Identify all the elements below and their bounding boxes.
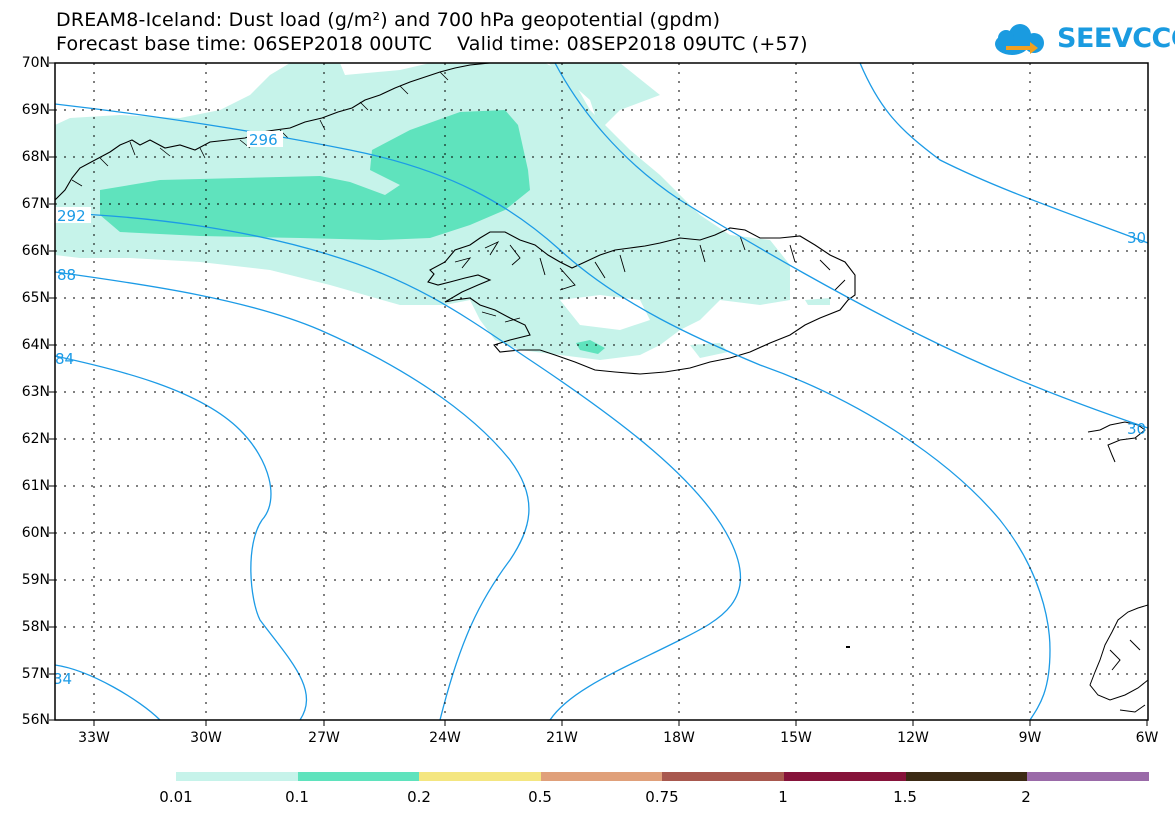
contour-300b [554, 63, 1148, 429]
contour-label-34: 34 [53, 670, 72, 688]
contour-284 [55, 355, 308, 720]
lat-label: 56N [21, 712, 50, 728]
contour-288 [55, 271, 530, 720]
colorbar-segment [905, 772, 1028, 781]
map-title-line2: Forecast base time: 06SEP2018 00UTC Vali… [56, 33, 808, 55]
map-title-line1: DREAM8-Iceland: Dust load (g/m²) and 700… [56, 9, 721, 31]
lat-label: 58N [21, 619, 50, 635]
lat-label: 62N [21, 431, 50, 447]
contour-292 [55, 212, 742, 720]
colorbar-label: 0.1 [285, 788, 309, 806]
dust-free-area [560, 295, 650, 330]
scotland-coastline [1089, 604, 1148, 713]
colorbar-segment [1027, 772, 1150, 781]
lat-label: 64N [21, 337, 50, 353]
lat-label: 66N [21, 243, 50, 259]
seevccc-logo [995, 24, 1044, 55]
small-island [846, 646, 850, 648]
colorbar-segment [784, 772, 907, 781]
lon-label: 30W [190, 730, 222, 746]
contour-300 [859, 63, 1148, 244]
lat-label: 59N [21, 572, 50, 588]
lat-label: 70N [21, 55, 50, 71]
lon-label: 12W [897, 730, 929, 746]
contour-label-84: 84 [55, 350, 74, 368]
colorbar-label: 1.5 [893, 788, 917, 806]
contour-label-30b: 30 [1127, 420, 1146, 438]
dust-area-low-east [548, 63, 660, 130]
colorbar-label: 0.75 [645, 788, 679, 806]
dust-area-mid-small [576, 340, 605, 354]
colorbar-segment [419, 772, 542, 781]
lon-label: 24W [429, 730, 461, 746]
contour-label-88: 88 [57, 266, 76, 284]
lat-label: 67N [21, 196, 50, 212]
lon-label: 18W [663, 730, 695, 746]
colorbar-label: 0.2 [407, 788, 431, 806]
lon-label: 6W [1135, 730, 1159, 746]
cloud-arrow-icon [995, 24, 1044, 55]
grid-lines [55, 63, 1148, 720]
lon-label: 33W [78, 730, 110, 746]
lon-label: 9W [1018, 730, 1042, 746]
faroe-coastline [1087, 421, 1146, 463]
dust-area-low-sw [805, 298, 830, 305]
lat-label: 63N [21, 384, 50, 400]
contour-284b [55, 664, 161, 720]
logo-text: SEEVCCC [1057, 23, 1175, 54]
colorbar-segment [176, 772, 299, 781]
iceland-coastline [427, 227, 856, 375]
lon-label: 15W [780, 730, 812, 746]
colorbar-label: 0.01 [159, 788, 193, 806]
dust-area-mid [100, 110, 530, 240]
lat-label: 61N [21, 478, 50, 494]
lat-label: 68N [21, 149, 50, 165]
colorbar-label: 0.5 [528, 788, 552, 806]
contour-label-292: 292 [57, 207, 86, 225]
colorbar-label: 2 [1021, 788, 1031, 806]
lat-label: 69N [21, 102, 50, 118]
lat-label: 65N [21, 290, 50, 306]
colorbar-segment [297, 772, 420, 781]
lat-label: 60N [21, 525, 50, 541]
geopotential-contours [55, 63, 1148, 720]
lon-label: 21W [546, 730, 578, 746]
colorbar-segment [662, 772, 785, 781]
axis-ticks [49, 62, 1148, 726]
colorbar-label: 1 [778, 788, 788, 806]
iceland-fjords [454, 235, 846, 323]
contour-296 [55, 103, 1051, 720]
lat-label: 57N [21, 666, 50, 682]
contour-labels: 296 292 88 84 34 30 30 [53, 131, 1146, 688]
greenland-fjords [71, 71, 449, 187]
contour-label-30a: 30 [1127, 229, 1146, 247]
contour-label-296: 296 [249, 131, 278, 149]
lon-label: 27W [308, 730, 340, 746]
colorbar-segment [540, 772, 663, 781]
